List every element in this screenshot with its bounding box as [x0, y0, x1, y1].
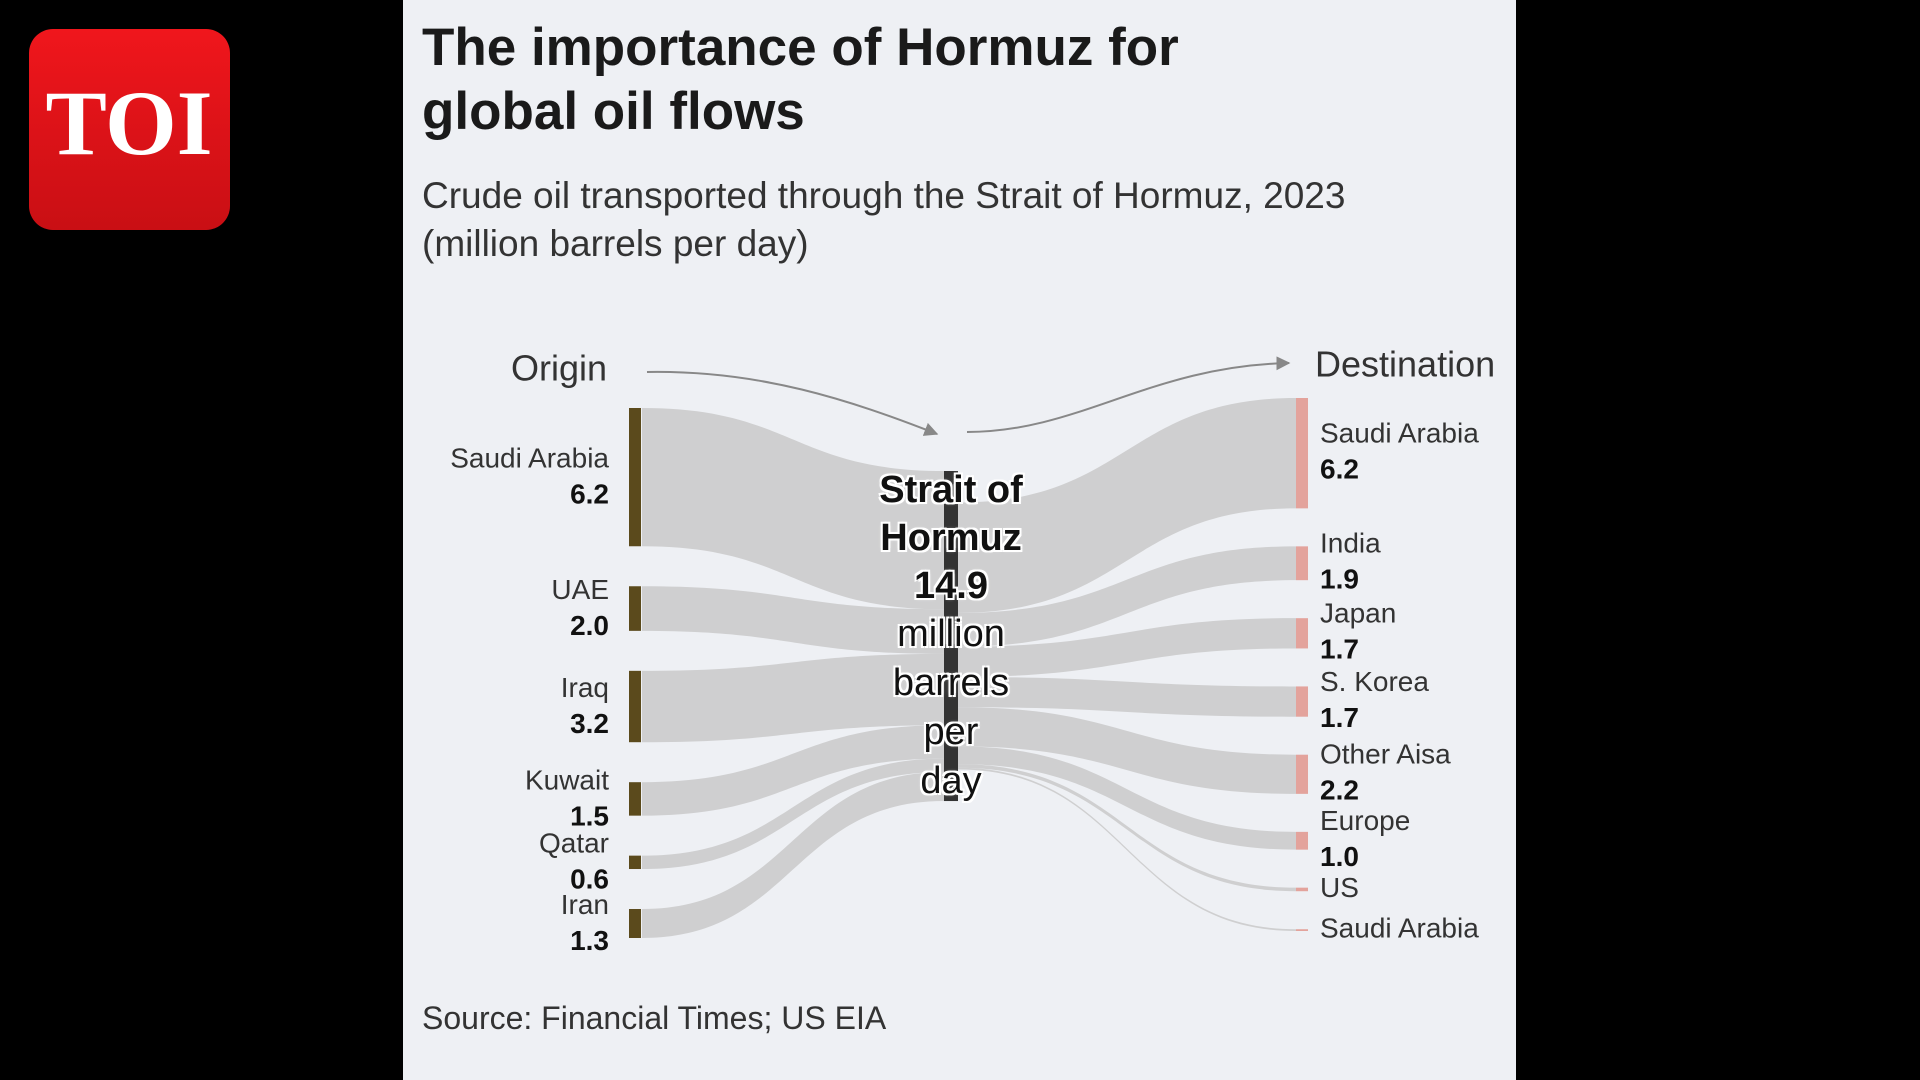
- destination-name: Saudi Arabia: [1320, 418, 1479, 449]
- destination-value: 6.2: [1320, 454, 1359, 485]
- origin-name: UAE: [551, 574, 609, 605]
- destination-node: [1296, 754, 1308, 794]
- origin-link: [642, 772, 944, 938]
- destination-node: [1296, 618, 1308, 649]
- destination-link: [958, 767, 1296, 931]
- destination-link: [958, 398, 1296, 613]
- destination-name: US: [1320, 872, 1359, 903]
- origin-link: [642, 725, 944, 816]
- destination-node: [1296, 831, 1308, 850]
- source-note: Source: Financial Times; US EIA: [422, 1000, 887, 1036]
- destination-node: [1296, 398, 1308, 509]
- destination-link: [958, 707, 1296, 794]
- destination-node: [1296, 686, 1308, 717]
- destination-name: Europe: [1320, 805, 1410, 836]
- center-node: [944, 471, 958, 802]
- origin-name: Iran: [561, 889, 609, 920]
- destination-value: 2.2: [1320, 775, 1359, 806]
- destination-node: [1296, 887, 1308, 892]
- origin-value: 1.5: [570, 800, 609, 831]
- destination-link: [958, 546, 1296, 647]
- origin-node: [629, 855, 641, 870]
- origin-node: [629, 670, 641, 743]
- destination-name: India: [1320, 528, 1381, 559]
- destination-link: [958, 676, 1296, 717]
- chart-subtitle: Crude oil transported through the Strait…: [422, 175, 1346, 264]
- origin-value: 2.0: [570, 610, 609, 641]
- destination-value: 1.7: [1320, 634, 1359, 665]
- origin-arrow: [646, 370, 939, 436]
- origin-node: [629, 782, 641, 816]
- origin-node: [629, 586, 641, 631]
- origin-value: 3.2: [570, 708, 609, 739]
- origin-header: Origin: [511, 348, 607, 389]
- origin-value: 0.6: [570, 864, 609, 895]
- origin-link: [642, 586, 944, 654]
- destination-name: Japan: [1320, 598, 1396, 629]
- logo-text: TOI: [45, 72, 212, 174]
- chart-title: The importance of Hormuz for global oil …: [422, 18, 1179, 141]
- logo-badge: [29, 29, 230, 230]
- origin-node: [629, 909, 641, 938]
- origin-value: 6.2: [570, 479, 609, 510]
- destination-name: S. Korea: [1320, 666, 1429, 697]
- center-value: 14.9: [914, 565, 988, 607]
- destination-link: [958, 746, 1296, 850]
- destination-node: [1296, 546, 1308, 581]
- destination-name: Saudi Arabia: [1320, 913, 1479, 944]
- origin-link: [642, 653, 944, 743]
- destination-node: [1296, 929, 1308, 931]
- origin-name: Qatar: [539, 828, 609, 859]
- center-unit: million barrels per day: [892, 613, 1010, 802]
- origin-node: [629, 408, 641, 547]
- origin-name: Kuwait: [525, 764, 609, 795]
- destination-name: Other Aisa: [1320, 739, 1451, 770]
- destination-arrow: [966, 356, 1291, 433]
- destination-header: Destination: [1315, 344, 1495, 385]
- destination-link: [958, 764, 1296, 892]
- destination-value: 1.0: [1320, 841, 1359, 872]
- origin-link: [642, 408, 944, 610]
- origin-value: 1.3: [570, 925, 609, 956]
- destination-value: 1.7: [1320, 702, 1359, 733]
- destination-value: 1.9: [1320, 564, 1359, 595]
- destination-link: [958, 618, 1296, 677]
- origin-name: Iraq: [561, 672, 609, 703]
- center-name: Strait of Hormuz: [879, 469, 1023, 559]
- origin-link: [642, 758, 944, 870]
- origin-name: Saudi Arabia: [450, 443, 609, 474]
